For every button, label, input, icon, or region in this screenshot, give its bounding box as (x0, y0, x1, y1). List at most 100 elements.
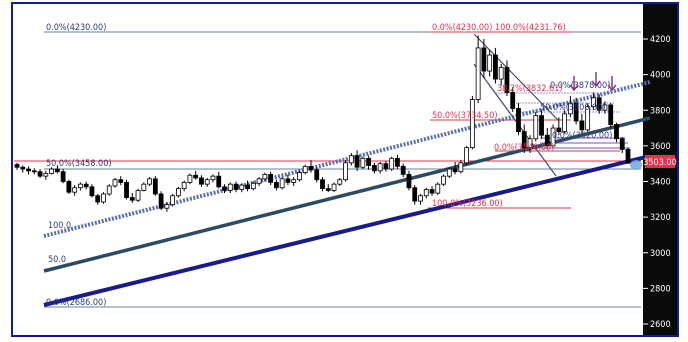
candle-body (175, 188, 181, 197)
candle-body (60, 171, 66, 182)
flag-line-upper (473, 33, 559, 121)
candle-body (210, 175, 216, 181)
fib-label-bottom-left: 0.0%(2686.00) (46, 298, 106, 308)
candle-body (14, 164, 20, 168)
channel-upper-dotted (43, 80, 651, 238)
candle-body (458, 162, 464, 173)
price-axis-tick-label: 2800 (650, 284, 671, 294)
candle-body (302, 165, 308, 173)
candle-body (216, 175, 222, 188)
fib-labels: 0.0%(4230.00) 0.0%(4230.00) 100.0%(4231.… (46, 23, 612, 308)
candle-body (193, 174, 199, 179)
candle-body (187, 174, 193, 183)
candle-body (562, 113, 567, 133)
candle-body (147, 178, 152, 185)
candle-body (579, 120, 585, 131)
fib-label-upper-right: 0.0%(3878.00) (550, 81, 610, 91)
fib-label-left-50: 50.0 (48, 255, 66, 265)
candle-body (423, 189, 429, 197)
candle-body (429, 189, 435, 194)
candle-body (412, 187, 418, 202)
candle-body (285, 178, 291, 183)
candle-body (331, 183, 337, 191)
candle-body (608, 104, 614, 125)
fib-label-mid-left: 50.0%(3458.00) (46, 159, 112, 169)
candle-body (406, 173, 412, 189)
candle-body (371, 165, 377, 172)
candle-body (591, 97, 596, 108)
candle-body (101, 193, 106, 203)
price-axis-tick-label: 3800 (650, 106, 671, 116)
candle-body (625, 149, 631, 164)
fib-label-top-red-right: 100.0%(4231.76) (495, 23, 566, 33)
candle-body (441, 175, 446, 185)
candle-body (245, 184, 250, 190)
candle-body (348, 155, 354, 164)
candle-body (383, 163, 389, 170)
candle-body (446, 168, 452, 177)
fib-label-purple-mid: 50.0%(3800.00) (540, 103, 606, 113)
candle-body (498, 67, 504, 80)
candle-body (43, 173, 49, 177)
candle-body (95, 195, 101, 203)
candle-body (550, 127, 556, 147)
candle-body (573, 102, 579, 122)
current-price-label: 3503.00 (643, 158, 676, 168)
candle-body (354, 155, 360, 168)
price-axis-tick-label: 2600 (650, 320, 671, 330)
down-arrow-icon (607, 76, 617, 92)
fib-label-top-left: 0.0%(4230.00) (46, 23, 106, 33)
candle-body (37, 171, 43, 177)
candle-body (158, 193, 164, 209)
candle-body (452, 168, 458, 173)
fib-label-top-red-left: 0.0%(4230.00) (432, 23, 492, 33)
candle-body (204, 179, 210, 185)
candle-body (164, 204, 170, 209)
candle-body (602, 104, 608, 111)
candle-body (118, 179, 124, 183)
candle-body (464, 147, 470, 164)
candle-body (106, 185, 112, 195)
candle-body (320, 179, 325, 190)
candle-body (556, 127, 562, 133)
candle-body (239, 184, 245, 190)
candle-body (435, 183, 441, 194)
candle-body (516, 108, 521, 133)
candle-body (614, 124, 619, 140)
candle-body (395, 157, 400, 167)
fib-label-low-red2: 100.0%(3236.00) (432, 199, 503, 209)
candle-body (20, 166, 26, 170)
fib-label-low-red: 0.0%(3540.00) (494, 143, 554, 153)
down-arrow-icon (591, 72, 601, 88)
candle-body (199, 177, 204, 185)
down-arrow-icon (569, 76, 579, 92)
fib-label-inner-red: 38.2%(3832.61) (497, 84, 563, 94)
candle-body (152, 178, 158, 195)
candle-body (360, 157, 366, 168)
candle-body (250, 182, 256, 190)
candle-body (325, 188, 331, 191)
candle-body (418, 195, 423, 202)
candle-body (475, 47, 481, 100)
candle-body (389, 157, 395, 170)
candle-body (135, 190, 141, 201)
fib-levels (14, 31, 641, 308)
annotation-arrows (569, 72, 617, 92)
candle-body (170, 195, 176, 206)
candle-body (141, 183, 147, 191)
candle-body (49, 168, 54, 174)
candle-body (544, 134, 550, 147)
candle-body (72, 187, 78, 193)
candle-body (596, 97, 602, 111)
candle-body (619, 138, 625, 150)
candle-body (400, 165, 406, 175)
candle-body (54, 168, 60, 173)
candle-body (66, 181, 72, 193)
price-axis-tick-label: 3600 (650, 142, 671, 152)
candle-body (262, 173, 268, 180)
candle-body (314, 169, 320, 181)
price-axis-tick-label: 4000 (650, 71, 671, 81)
price-axis-tick-label: 3000 (650, 249, 671, 259)
